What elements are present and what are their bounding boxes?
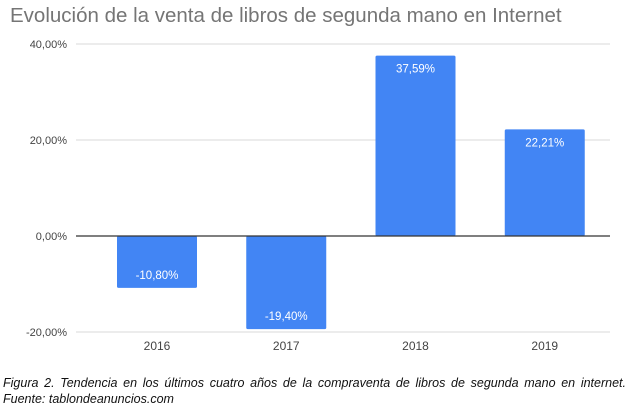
x-category-label: 2016 xyxy=(144,339,171,353)
data-labels: -10,80% -19,40% 37,59% 22,21% xyxy=(136,64,565,324)
chart-title: Evolución de la venta de libros de segun… xyxy=(10,4,562,27)
bar-2018 xyxy=(375,55,456,237)
bar-chart: 40,00% 20,00% 0,00% -20,00% -10,80% -19,40% 3… xyxy=(26,39,610,353)
bar-2019 xyxy=(504,129,585,236)
figure-caption: Figura 2. Tendencia en los últimos cuatr… xyxy=(3,376,626,406)
y-axis-ticks: 40,00% 20,00% 0,00% -20,00% xyxy=(26,39,67,339)
y-tick-label: 20,00% xyxy=(30,135,68,147)
bar-2016 xyxy=(117,236,197,288)
data-label: 37,59% xyxy=(396,64,435,76)
bars xyxy=(117,55,585,330)
bar-2017 xyxy=(246,236,327,330)
x-axis-categories: 2016 2017 2018 2019 xyxy=(144,339,559,353)
y-tick-label: -20,00% xyxy=(26,327,67,339)
x-category-label: 2017 xyxy=(273,339,300,353)
data-label: -19,40% xyxy=(265,311,308,323)
y-tick-label: 40,00% xyxy=(30,39,68,51)
data-label: 22,21% xyxy=(525,137,564,149)
data-label: -10,80% xyxy=(136,270,179,282)
y-tick-label: 0,00% xyxy=(36,231,67,243)
x-category-label: 2018 xyxy=(402,339,429,353)
x-category-label: 2019 xyxy=(531,339,558,353)
